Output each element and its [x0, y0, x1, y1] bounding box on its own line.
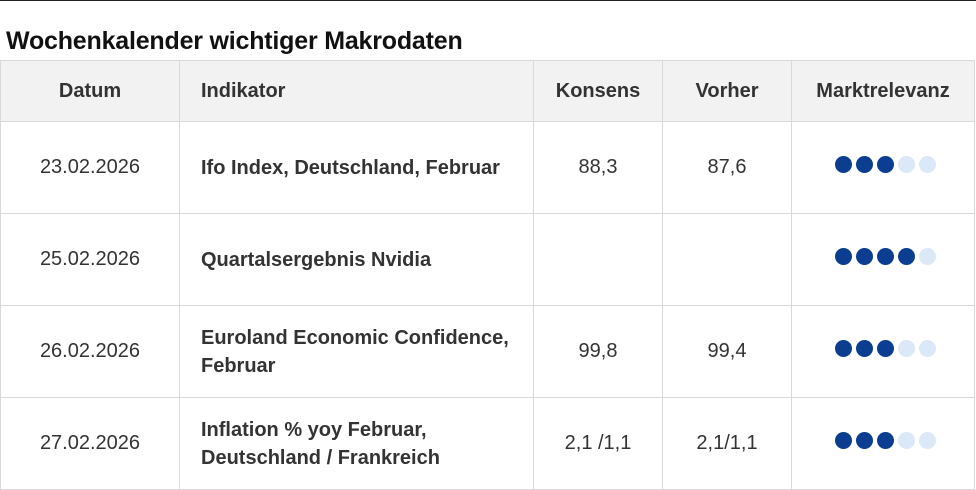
table-row: 25.02.2026 Quartalsergebnis Nvidia [0, 213, 975, 306]
relevance-dot-filled-icon [855, 432, 873, 449]
cell-consensus [533, 213, 663, 306]
macro-calendar-table: Datum Indikator Konsens Vorher Marktrele… [0, 60, 975, 490]
cell-consensus: 99,8 [533, 305, 663, 398]
cell-previous: 2,1/1,1 [662, 397, 792, 490]
relevance-dot-empty-icon [918, 340, 936, 357]
relevance-dot-filled-icon [834, 156, 852, 173]
top-divider [0, 0, 976, 1]
relevance-dot-filled-icon [855, 248, 873, 265]
table-row: 23.02.2026 Ifo Index, Deutschland, Febru… [0, 121, 975, 214]
cell-indicator: Euroland Economic Confidence, Februar [179, 305, 534, 398]
column-header-previous: Vorher [662, 60, 792, 122]
table-row: 27.02.2026 Inflation % yoy Februar, Deut… [0, 397, 975, 490]
table-header-row: Datum Indikator Konsens Vorher Marktrele… [0, 60, 975, 122]
cell-date: 23.02.2026 [0, 121, 180, 214]
relevance-dot-filled-icon [897, 248, 915, 265]
relevance-dot-filled-icon [876, 432, 894, 449]
relevance-dot-filled-icon [834, 432, 852, 449]
relevance-dot-filled-icon [855, 156, 873, 173]
cell-relevance [791, 213, 975, 306]
cell-consensus: 88,3 [533, 121, 663, 214]
column-header-indicator: Indikator [179, 60, 534, 122]
relevance-rating [834, 248, 936, 265]
relevance-dot-empty-icon [897, 340, 915, 357]
page-title: Wochenkalender wichtiger Makrodaten [6, 27, 463, 55]
cell-indicator: Quartalsergebnis Nvidia [179, 213, 534, 306]
cell-date: 25.02.2026 [0, 213, 180, 306]
cell-previous: 99,4 [662, 305, 792, 398]
cell-indicator: Inflation % yoy Februar, Deutschland / F… [179, 397, 534, 490]
cell-relevance [791, 121, 975, 214]
relevance-dot-empty-icon [918, 432, 936, 449]
relevance-dot-filled-icon [834, 340, 852, 357]
column-header-consensus: Konsens [533, 60, 663, 122]
cell-relevance [791, 397, 975, 490]
cell-consensus: 2,1 /1,1 [533, 397, 663, 490]
relevance-dot-filled-icon [855, 340, 873, 357]
relevance-dot-filled-icon [876, 248, 894, 265]
table-row: 26.02.2026 Euroland Economic Confidence,… [0, 305, 975, 398]
relevance-dot-empty-icon [918, 248, 936, 265]
cell-indicator: Ifo Index, Deutschland, Februar [179, 121, 534, 214]
cell-date: 26.02.2026 [0, 305, 180, 398]
relevance-dot-filled-icon [834, 248, 852, 265]
column-header-date: Datum [0, 60, 180, 122]
cell-relevance [791, 305, 975, 398]
relevance-dot-filled-icon [876, 340, 894, 357]
relevance-dot-filled-icon [876, 156, 894, 173]
relevance-dot-empty-icon [918, 156, 936, 173]
relevance-rating [834, 156, 936, 173]
relevance-dot-empty-icon [897, 432, 915, 449]
cell-date: 27.02.2026 [0, 397, 180, 490]
column-header-relevance: Marktrelevanz [791, 60, 975, 122]
relevance-rating [834, 340, 936, 357]
relevance-dot-empty-icon [897, 156, 915, 173]
relevance-rating [834, 432, 936, 449]
cell-previous: 87,6 [662, 121, 792, 214]
cell-previous [662, 213, 792, 306]
